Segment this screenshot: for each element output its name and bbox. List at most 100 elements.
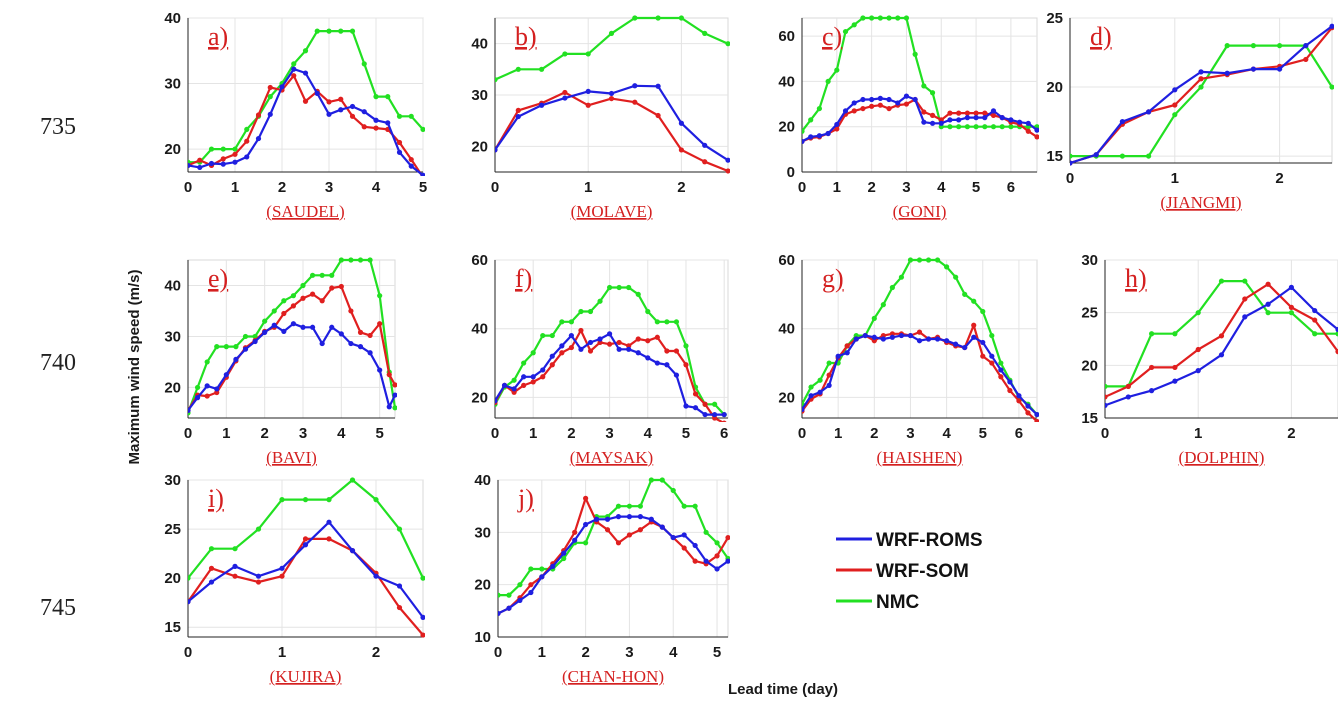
data-point-wrf-som: [309, 291, 316, 297]
data-point-nmc: [1198, 84, 1204, 90]
series-layer: [188, 28, 425, 176]
subplot-g: 0 1 2 3 4 5 6 20 40 60 g) (HAISHEN): [778, 252, 1039, 467]
data-point-wrf-som: [396, 604, 403, 611]
data-point-nmc: [956, 124, 962, 130]
data-point-nmc: [869, 15, 875, 21]
data-point-wrf-roms: [255, 135, 262, 142]
data-point-wrf-som: [637, 527, 643, 533]
data-point-nmc: [223, 344, 229, 350]
data-point-wrf-som: [255, 579, 262, 585]
data-point-wrf-roms: [511, 386, 517, 392]
data-point-wrf-roms: [929, 120, 936, 126]
x-tick-label: 4: [937, 179, 946, 196]
data-point-wrf-som: [1242, 296, 1248, 302]
data-point-wrf-som: [692, 391, 699, 397]
data-point-nmc: [895, 15, 901, 21]
x-tick-label: 0: [1101, 425, 1109, 442]
data-point-nmc: [396, 526, 403, 532]
data-point-nmc: [808, 117, 814, 123]
data-point-wrf-roms: [302, 542, 309, 548]
data-point-nmc: [214, 344, 220, 350]
data-point-wrf-roms: [808, 134, 814, 140]
data-point-wrf-roms: [501, 382, 508, 388]
data-point-wrf-roms: [244, 154, 250, 160]
x-tick-label: 6: [720, 425, 728, 442]
data-point-wrf-roms: [1149, 388, 1155, 394]
data-point-wrf-som: [606, 341, 613, 347]
data-point-nmc: [495, 77, 498, 83]
data-point-wrf-roms: [367, 350, 373, 356]
data-point-wrf-roms: [530, 374, 536, 380]
data-point-wrf-som: [302, 536, 309, 542]
data-point-wrf-roms: [314, 90, 320, 96]
data-point-wrf-som: [714, 553, 720, 559]
data-point-nmc: [1119, 153, 1125, 159]
data-point-nmc: [585, 51, 591, 57]
data-point-nmc: [517, 582, 523, 588]
data-point-nmc: [816, 105, 823, 112]
data-point-nmc: [1070, 153, 1073, 159]
data-point-nmc: [244, 126, 250, 133]
data-point-nmc: [515, 66, 521, 72]
data-point-wrf-roms: [912, 96, 918, 103]
data-point-nmc: [645, 308, 651, 315]
data-point-nmc: [626, 503, 633, 509]
data-point-wrf-roms: [834, 121, 840, 128]
data-point-nmc: [220, 146, 226, 152]
data-point-nmc: [498, 592, 501, 598]
y-tick-label: 30: [164, 328, 181, 345]
data-point-wrf-roms: [585, 88, 591, 95]
line-number-740: 740: [40, 350, 76, 376]
data-point-wrf-som: [290, 303, 297, 309]
series-layer: [802, 257, 1039, 422]
y-tick-label: 20: [1081, 357, 1098, 374]
data-point-nmc: [578, 308, 584, 315]
data-point-wrf-roms: [495, 147, 498, 153]
data-point-wrf-som: [721, 420, 727, 422]
y-tick-label: 30: [471, 87, 488, 104]
data-point-wrf-roms: [851, 100, 857, 106]
data-point-wrf-roms: [802, 138, 805, 145]
data-point-nmc: [842, 28, 849, 35]
data-point-wrf-roms: [559, 343, 565, 349]
data-point-wrf-roms: [673, 372, 680, 378]
data-point-nmc: [539, 566, 545, 572]
data-point-wrf-roms: [539, 102, 545, 108]
y-tick-label: 30: [474, 524, 491, 541]
legend: WRF-ROMS WRF-SOM NMC: [836, 530, 983, 613]
data-point-wrf-roms: [842, 108, 849, 114]
data-point-wrf-roms: [1312, 307, 1318, 314]
storm-name: (HAISHEN): [877, 448, 963, 467]
data-point-wrf-roms: [844, 350, 850, 356]
data-point-wrf-som: [654, 334, 660, 340]
data-point-nmc: [1312, 331, 1318, 337]
data-point-wrf-roms: [953, 341, 959, 347]
y-tick-label: 10: [474, 629, 491, 646]
data-point-wrf-roms: [903, 93, 910, 99]
data-point-nmc: [1265, 310, 1271, 316]
data-point-wrf-roms: [220, 161, 226, 167]
data-point-wrf-som: [683, 362, 689, 368]
data-point-wrf-roms: [714, 566, 720, 572]
data-point-wrf-roms: [916, 338, 923, 344]
data-point-nmc: [208, 546, 215, 552]
data-point-wrf-roms: [539, 574, 545, 580]
data-point-wrf-roms: [319, 340, 325, 347]
data-point-wrf-roms: [1329, 23, 1334, 29]
data-point-wrf-som: [587, 348, 594, 354]
x-tick-label: 3: [299, 425, 307, 442]
series-line-nmc: [498, 478, 729, 597]
data-point-wrf-som: [232, 573, 238, 579]
data-point-nmc: [990, 124, 997, 130]
data-point-wrf-roms: [349, 548, 356, 554]
data-point-wrf-roms: [521, 374, 527, 380]
data-point-wrf-som: [982, 110, 988, 116]
series-layer: [498, 477, 730, 617]
data-point-wrf-roms: [971, 334, 977, 340]
data-point-wrf-som: [329, 285, 335, 291]
data-point-wrf-som: [1025, 128, 1031, 134]
y-tick-label: 60: [471, 252, 488, 269]
data-point-wrf-roms: [309, 324, 316, 330]
data-point-nmc: [962, 291, 968, 297]
data-point-wrf-roms: [188, 599, 191, 605]
